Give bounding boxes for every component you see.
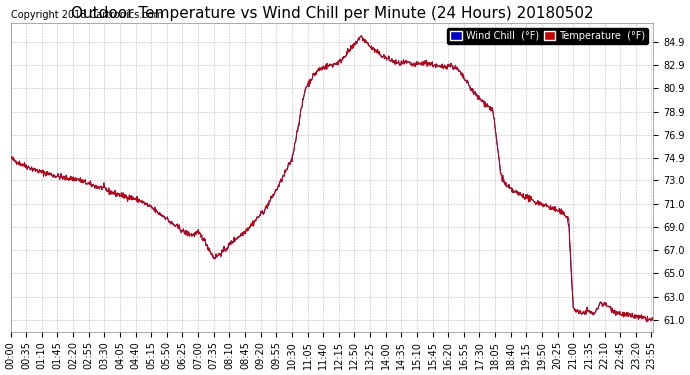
Text: Copyright 2018 Cartronics.com: Copyright 2018 Cartronics.com xyxy=(10,10,163,20)
Title: Outdoor Temperature vs Wind Chill per Minute (24 Hours) 20180502: Outdoor Temperature vs Wind Chill per Mi… xyxy=(70,6,593,21)
Legend: Wind Chill  (°F), Temperature  (°F): Wind Chill (°F), Temperature (°F) xyxy=(447,28,649,44)
